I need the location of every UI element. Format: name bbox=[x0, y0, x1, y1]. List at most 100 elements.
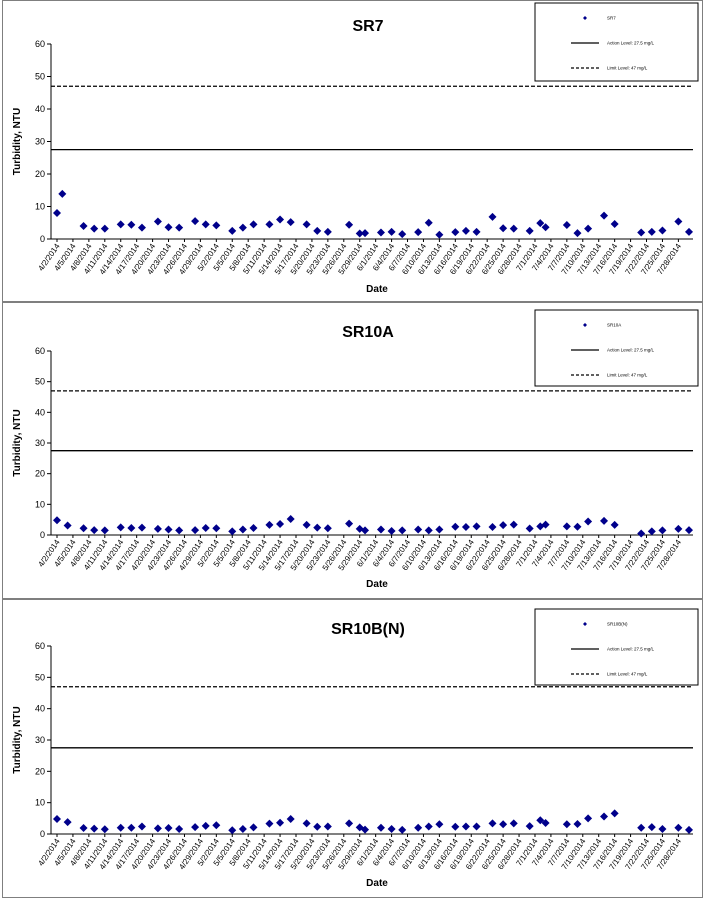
y-tick-label: 0 bbox=[40, 530, 45, 540]
data-point-marker bbox=[191, 217, 200, 226]
legend-marker-swatch bbox=[583, 16, 587, 20]
data-point-marker bbox=[58, 189, 67, 198]
y-tick-label: 50 bbox=[35, 377, 45, 387]
data-point-marker bbox=[541, 223, 550, 232]
data-point-marker bbox=[153, 524, 162, 533]
data-point-marker bbox=[63, 818, 72, 827]
chart-panel-sr10a: SR10A Turbidity, NTU 0 10 20 30 40 50 60 4/2/2014… bbox=[2, 302, 703, 599]
legend-entry-label: Action Level: 27.5 mg/L bbox=[607, 348, 655, 353]
data-point-marker bbox=[238, 525, 247, 534]
data-point-marker bbox=[302, 220, 311, 229]
data-point-marker bbox=[536, 219, 545, 228]
data-point-marker bbox=[647, 227, 656, 236]
data-point-marker bbox=[488, 212, 497, 221]
data-point-marker bbox=[600, 211, 609, 220]
data-point-marker bbox=[249, 220, 258, 229]
data-point-marker bbox=[472, 522, 481, 531]
data-point-marker bbox=[398, 526, 407, 535]
data-point-marker bbox=[361, 229, 370, 238]
data-point-marker bbox=[79, 222, 88, 230]
data-point-marker bbox=[201, 220, 210, 229]
data-point-marker bbox=[398, 230, 407, 239]
data-point-marker bbox=[345, 220, 354, 229]
data-point-marker bbox=[164, 525, 173, 534]
data-point-marker bbox=[90, 526, 99, 535]
data-point-marker bbox=[573, 229, 582, 238]
data-point-marker bbox=[584, 814, 593, 823]
data-point-marker bbox=[488, 819, 497, 828]
data-point-marker bbox=[286, 515, 295, 524]
data-point-marker bbox=[323, 524, 332, 533]
legend-entry-label: Action Level: 27.5 mg/L bbox=[607, 647, 655, 652]
data-point-marker bbox=[610, 809, 619, 818]
data-point-marker bbox=[387, 227, 396, 236]
data-point-marker bbox=[414, 228, 423, 237]
data-point-marker bbox=[100, 825, 109, 834]
legend-entry-label: Limit Level: 47 mg/L bbox=[607, 672, 648, 677]
data-point-marker bbox=[53, 209, 61, 217]
y-axis-label: Turbidity, NTU bbox=[12, 108, 23, 175]
data-point-marker bbox=[127, 823, 136, 832]
data-point-marker bbox=[647, 527, 656, 536]
x-axis-label: Date bbox=[366, 284, 388, 295]
data-point-marker bbox=[562, 820, 571, 829]
data-point-marker bbox=[153, 824, 162, 833]
data-point-marker bbox=[265, 819, 274, 828]
data-point-marker bbox=[685, 227, 693, 236]
data-point-marker bbox=[286, 218, 295, 227]
data-point-marker bbox=[153, 217, 162, 226]
data-point-marker bbox=[90, 224, 99, 233]
data-point-marker bbox=[116, 220, 125, 229]
data-point-marker bbox=[164, 824, 173, 833]
data-point-marker bbox=[53, 516, 61, 525]
y-tick-label: 20 bbox=[35, 766, 45, 776]
data-point-marker bbox=[488, 523, 497, 532]
x-axis-label: Date bbox=[366, 579, 388, 590]
data-point-marker bbox=[127, 523, 136, 532]
legend-entry-label: Limit Level: 47 mg/L bbox=[607, 373, 648, 378]
data-point-marker bbox=[541, 819, 550, 828]
legend-entry-label: SR10A bbox=[607, 323, 621, 328]
chart-title: SR7 bbox=[352, 18, 383, 35]
y-tick-label: 10 bbox=[35, 798, 45, 808]
data-point-marker bbox=[525, 822, 534, 831]
data-point-marker bbox=[376, 228, 385, 237]
data-point-marker bbox=[63, 521, 72, 530]
data-point-marker bbox=[100, 224, 109, 233]
data-point-marker bbox=[451, 522, 460, 531]
data-point-marker bbox=[674, 823, 683, 832]
data-point-marker bbox=[302, 520, 311, 529]
data-point-marker bbox=[525, 226, 534, 235]
data-point-marker bbox=[137, 223, 146, 232]
y-tick-label: 40 bbox=[35, 704, 45, 714]
data-point-marker bbox=[584, 517, 593, 526]
data-point-marker bbox=[387, 824, 396, 833]
data-point-marker bbox=[175, 526, 184, 535]
data-point-marker bbox=[658, 526, 667, 535]
data-point-marker bbox=[175, 824, 184, 833]
data-point-marker bbox=[424, 526, 433, 535]
y-axis-label: Turbidity, NTU bbox=[12, 409, 23, 476]
data-point-marker bbox=[286, 814, 295, 823]
chart-title: SR10A bbox=[342, 324, 394, 341]
data-point-marker bbox=[398, 825, 407, 834]
data-point-marker bbox=[637, 529, 646, 538]
y-tick-label: 20 bbox=[35, 169, 45, 179]
data-point-marker bbox=[509, 520, 518, 529]
data-point-marker bbox=[435, 525, 444, 534]
data-point-marker bbox=[573, 522, 582, 531]
data-point-marker bbox=[461, 226, 470, 235]
legend-box bbox=[534, 2, 699, 82]
data-point-marker bbox=[435, 820, 444, 829]
data-point-marker bbox=[376, 823, 385, 832]
legend-entry-label: SR10B(N) bbox=[607, 622, 628, 627]
y-tick-label: 20 bbox=[35, 469, 45, 479]
data-point-marker bbox=[376, 525, 385, 534]
data-point-marker bbox=[573, 819, 582, 828]
y-tick-label: 50 bbox=[35, 672, 45, 682]
chart-panel-sr10bn: SR10B(N) Turbidity, NTU 0 10 20 30 40 50 60 4/2/2… bbox=[2, 599, 703, 898]
data-point-marker bbox=[191, 823, 200, 832]
data-point-marker bbox=[249, 823, 258, 832]
